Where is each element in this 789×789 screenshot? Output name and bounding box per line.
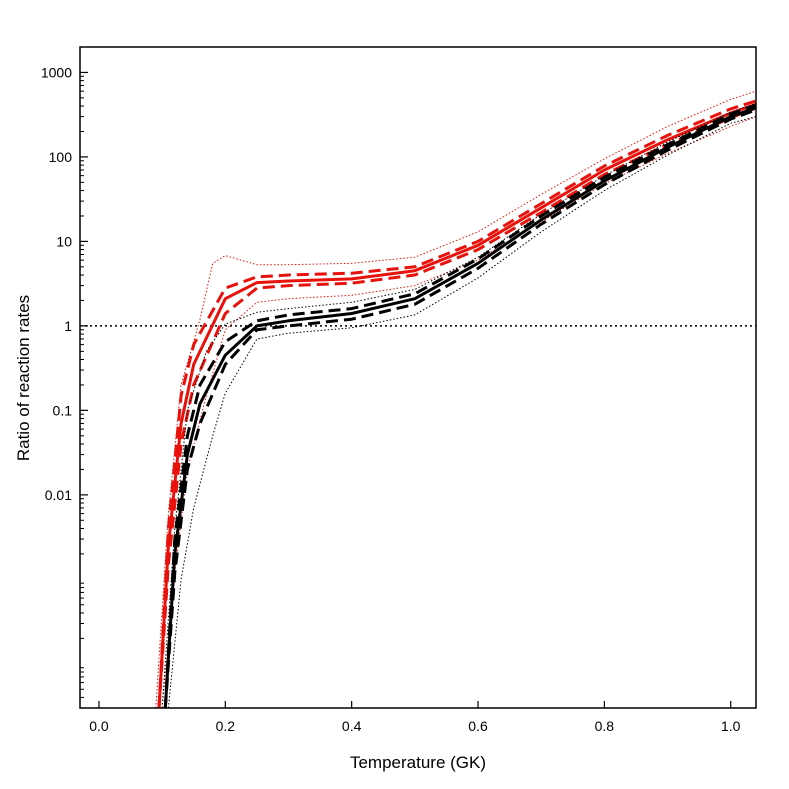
series-line-9 (167, 116, 756, 708)
series-line-2 (157, 106, 756, 708)
x-tick-label-5: 1.0 (721, 718, 741, 734)
series-line-4 (161, 116, 756, 708)
axes-layer: 0.0 0.2 0.4 0.6 0.8 1.0 0.01 0.1 1 10 100 1000 (41, 46, 741, 734)
series-line-3 (155, 90, 756, 708)
y-tick-label-4: 100 (49, 149, 73, 165)
y-tick-label-0: 0.01 (45, 487, 72, 503)
x-tick-label-2: 0.4 (342, 718, 362, 734)
y-tick-label-3: 10 (56, 233, 72, 249)
x-tick-label-3: 0.6 (468, 718, 488, 734)
series-line-0 (157, 102, 756, 708)
x-tick-label-1: 0.2 (216, 718, 236, 734)
y-tick-label-5: 1000 (41, 64, 72, 80)
series-line-1 (157, 99, 756, 708)
y-tick-label-2: 1 (64, 318, 72, 334)
series-line-8 (161, 102, 756, 708)
x-axis-label: Temperature (GK) (350, 753, 486, 772)
x-tick-label-0: 0.0 (89, 718, 109, 734)
series-line-5 (163, 106, 756, 708)
x-tick-label-4: 0.8 (595, 718, 615, 734)
y-tick-label-1: 0.1 (53, 402, 73, 418)
plot-frame (79, 46, 757, 709)
series-line-6 (163, 103, 756, 708)
y-axis-label: Ratio of reaction rates (14, 295, 33, 461)
series-layer (80, 90, 756, 708)
series-line-7 (163, 108, 756, 708)
